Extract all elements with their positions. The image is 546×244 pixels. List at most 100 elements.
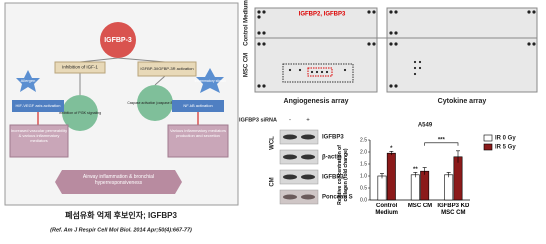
spot	[257, 42, 261, 46]
spot	[315, 70, 319, 74]
bar	[420, 170, 430, 201]
lane-label: +	[306, 118, 310, 124]
spot	[394, 84, 398, 88]
annotation: ***	[438, 137, 446, 143]
box-label-wrap: Various inflammatory mediators productio…	[170, 128, 226, 138]
band-label: IGFBP3	[322, 175, 344, 181]
spot	[527, 42, 531, 46]
star	[16, 70, 40, 92]
box-label: Various inflammatory mediators productio…	[170, 128, 226, 138]
annotation: **	[413, 167, 418, 173]
spot	[532, 42, 536, 46]
bar	[453, 156, 463, 201]
legend-label: IR 5 Gy	[495, 145, 516, 151]
error-bar	[380, 173, 384, 179]
arrow	[154, 75, 166, 86]
mechanism-node	[62, 95, 98, 131]
x-tick-label-wrap: IGFBP3 KD MSC CM	[437, 203, 469, 216]
spot	[343, 68, 347, 72]
band	[283, 134, 297, 140]
array-spots	[257, 10, 536, 88]
spot	[367, 10, 371, 14]
box	[12, 100, 64, 112]
x-tick-label: MSC CM	[407, 203, 433, 209]
array-caption: Cytokine array	[438, 98, 487, 105]
hub-label: IGFBP-3	[104, 37, 132, 44]
trigger-label: Inflammatory stimuli	[194, 79, 225, 83]
spot	[262, 42, 266, 46]
spot	[413, 60, 417, 64]
star	[196, 68, 224, 93]
error-bar	[446, 172, 451, 178]
error-bar	[456, 150, 460, 163]
band	[301, 194, 315, 200]
row-label: Control Medium	[244, 0, 250, 46]
legend-swatch	[483, 143, 493, 151]
arrow	[117, 57, 166, 63]
box	[9, 124, 69, 158]
box-label: HIF-VEGF axis activation	[16, 103, 61, 108]
spot	[288, 68, 292, 72]
outcome-wrap: Airway inflammation & bronchial hyperres…	[83, 174, 154, 186]
box	[54, 61, 106, 74]
box	[137, 61, 197, 77]
blot: IGFBP3 β-actin IGFBP3 Ponceau S	[279, 129, 353, 205]
blot-strip	[279, 149, 319, 165]
x-tick-label-wrap: Control Medium	[375, 203, 398, 216]
spot	[257, 31, 261, 35]
highlight-box	[307, 67, 333, 77]
spot	[527, 10, 531, 14]
outcome-shape	[55, 170, 182, 194]
spot	[257, 10, 261, 14]
lane-label: -	[289, 118, 291, 124]
spot	[413, 72, 417, 76]
box-label: NF-kB activation	[183, 103, 212, 108]
box-label-wrap: Increased vascular permeability & variou…	[11, 128, 67, 143]
y-tick-label: 0.5	[360, 185, 367, 191]
spot	[367, 42, 371, 46]
spot	[394, 42, 398, 46]
blot-strip	[279, 129, 319, 145]
spot	[532, 10, 536, 14]
treatment-label: IGFBP3 siRNA	[239, 117, 277, 123]
spot	[389, 31, 393, 35]
spot	[394, 10, 398, 14]
box-label: IGFBP-3/IGFBP-3R activation	[140, 66, 193, 71]
mechanism-node	[137, 85, 173, 121]
mechanism-label: Inhibition of PI3K signaling	[59, 111, 101, 115]
y-tick-label: 1.0	[360, 173, 367, 179]
error-bar	[413, 172, 418, 178]
bar	[386, 152, 396, 201]
group-label: WCL	[270, 136, 276, 150]
y-tick-label: 2.0	[360, 149, 367, 155]
row-label: MSC CM	[244, 53, 250, 77]
band	[301, 134, 315, 140]
chart-title: A549	[418, 123, 433, 129]
box	[167, 124, 229, 158]
x-tick-label-wrap: MSC CM	[407, 203, 433, 209]
bar	[444, 174, 454, 201]
highlight-label: IGFBP2, IGFBP3	[299, 12, 346, 18]
spot	[372, 42, 376, 46]
error-bar	[422, 167, 427, 175]
spot	[413, 66, 417, 70]
reference: (Ref. Am J Respir Cell Mol Biol. 2014 Ap…	[50, 227, 192, 233]
spot	[310, 70, 314, 74]
significance-bracket	[424, 142, 459, 146]
spot	[257, 15, 261, 19]
annotation: *	[390, 146, 393, 152]
band-label: IGFBP3	[322, 135, 344, 141]
bar-chart: 0.0 0.5 1.0 1.5 2.0 2.5 Control Medium MSC CM IG…	[360, 134, 516, 216]
trigger-label: Allergen	[21, 78, 36, 83]
spot	[325, 70, 329, 74]
mechanism-label: Caspase activation (caspase 8 and 7)	[127, 101, 182, 105]
box-label: Inhibition of IGF-1	[62, 65, 98, 70]
caption: 폐섬유화 억제 후보인자; IGFBP3	[65, 210, 177, 220]
spot	[262, 31, 266, 35]
array-membrane	[254, 7, 378, 93]
spot	[389, 84, 393, 88]
blot-strip	[279, 189, 319, 205]
band	[283, 154, 297, 160]
